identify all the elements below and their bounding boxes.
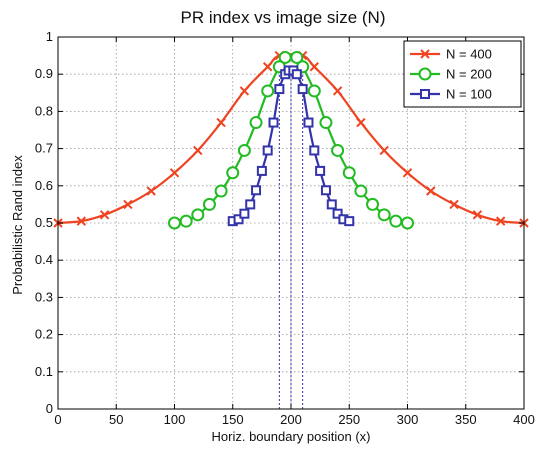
x-tick-label: 150	[222, 412, 244, 427]
data-point	[420, 89, 430, 99]
data-point	[99, 210, 110, 220]
data-point	[216, 117, 226, 128]
data-point	[307, 84, 321, 98]
chart-title: PR index vs image size (N)	[180, 8, 385, 27]
y-tick-label: 0.1	[35, 364, 53, 379]
legend-label: N = 100	[446, 87, 492, 102]
data-point	[379, 145, 389, 156]
series-1	[53, 50, 529, 228]
data-point	[326, 199, 337, 210]
data-point	[169, 168, 180, 178]
data-point	[239, 86, 250, 96]
data-point	[251, 185, 262, 196]
x-tick-label: 400	[513, 412, 535, 427]
y-tick-label: 0.2	[35, 327, 53, 342]
data-point	[331, 143, 345, 157]
data-point	[344, 216, 355, 227]
data-point	[123, 199, 133, 210]
data-point	[495, 216, 506, 226]
x-tick-label: 200	[280, 412, 302, 427]
data-point	[418, 67, 432, 81]
data-point	[320, 185, 331, 196]
x-tick-label: 50	[109, 412, 123, 427]
data-point	[309, 145, 320, 156]
data-point	[239, 208, 250, 219]
legend-item: N = 100	[410, 87, 492, 102]
legend-item: N = 200	[410, 67, 492, 82]
legend: N = 400 N = 200 N = 100	[403, 40, 522, 108]
data-point	[256, 165, 267, 176]
legend-label: N = 400	[446, 47, 492, 62]
data-point	[332, 208, 343, 219]
data-point	[179, 214, 193, 228]
y-axis-label: Probabilistic Rand index	[10, 155, 25, 295]
data-point	[193, 145, 203, 156]
data-point	[356, 117, 366, 128]
data-point	[191, 208, 205, 222]
x-tick-label: 100	[164, 412, 186, 427]
data-point	[297, 84, 308, 95]
series-2	[168, 50, 414, 230]
legend-label: N = 200	[446, 67, 492, 82]
data-point	[342, 166, 356, 180]
data-point	[268, 117, 279, 128]
data-point	[377, 208, 391, 222]
data-point	[472, 210, 483, 220]
y-tick-label: 1	[46, 29, 53, 44]
data-point	[354, 184, 368, 198]
data-point	[366, 197, 380, 211]
y-tick-label: 0	[46, 401, 53, 416]
series-layer	[53, 50, 529, 409]
y-tick-label: 0.6	[35, 178, 53, 193]
data-point	[262, 145, 273, 156]
data-point	[303, 117, 314, 128]
data-point	[315, 165, 326, 176]
data-point	[226, 166, 240, 180]
data-point	[168, 216, 181, 230]
data-point	[262, 62, 273, 72]
data-point	[202, 197, 216, 211]
data-point	[420, 49, 430, 59]
data-point	[261, 84, 275, 98]
x-tick-label: 250	[338, 412, 360, 427]
y-tick-label: 0.9	[35, 66, 53, 81]
data-point	[245, 199, 256, 210]
y-tick-label: 0.4	[35, 252, 53, 267]
series-3	[227, 65, 355, 227]
data-point	[214, 184, 228, 198]
data-point	[402, 168, 413, 178]
data-point	[76, 216, 87, 226]
data-point	[426, 186, 436, 196]
data-point	[274, 84, 285, 95]
x-tick-label: 0	[54, 412, 61, 427]
data-point	[146, 186, 156, 196]
data-point	[249, 116, 263, 130]
data-point	[233, 214, 244, 225]
y-tick-label: 0.3	[35, 289, 53, 304]
x-tick-label: 300	[397, 412, 419, 427]
legend-item: N = 400	[410, 47, 492, 62]
data-point	[319, 116, 333, 130]
data-point	[389, 214, 403, 228]
y-tick-label: 0.7	[35, 141, 53, 156]
data-point	[309, 62, 320, 72]
series-line	[57, 53, 525, 225]
tick-layer: 0 50 100 150 200 250 300 350 400 0 0.1 0.2 0.3 0.4 0.5…	[35, 29, 535, 427]
data-point	[291, 69, 302, 80]
x-axis-label: Horiz. boundary position (x)	[212, 429, 371, 444]
data-point	[401, 216, 414, 230]
data-point	[278, 50, 292, 64]
data-point	[237, 143, 251, 157]
x-tick-label: 350	[455, 412, 477, 427]
data-point	[449, 199, 459, 210]
y-tick-label: 0.8	[35, 103, 53, 118]
y-tick-label: 0.5	[35, 215, 53, 230]
data-point	[332, 86, 343, 96]
data-point	[290, 50, 304, 64]
